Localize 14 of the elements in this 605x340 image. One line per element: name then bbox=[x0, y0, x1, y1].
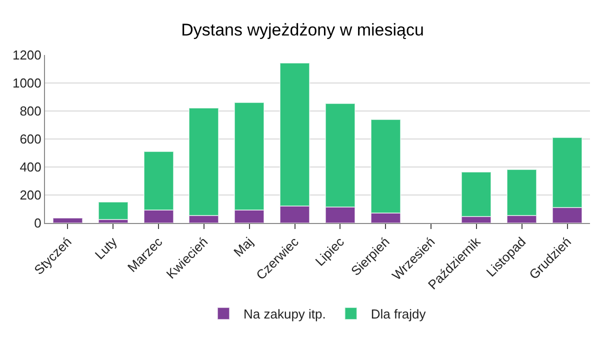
chart-title: Dystans wyjeżdżony w miesiącu bbox=[181, 20, 424, 40]
legend-label: Na zakupy itp. bbox=[244, 306, 326, 322]
y-tick-label: 200 bbox=[20, 188, 42, 203]
y-tick-label: 1200 bbox=[12, 48, 42, 63]
bar bbox=[98, 202, 128, 220]
x-tick-label: Luty bbox=[92, 234, 120, 262]
x-tick-label: Maj bbox=[230, 234, 256, 260]
bar bbox=[52, 217, 83, 223]
y-tick-label: 400 bbox=[20, 160, 42, 175]
y-tick-label: 1000 bbox=[12, 76, 42, 91]
y-tick-label: 800 bbox=[20, 104, 42, 119]
y-tick-label: 0 bbox=[34, 216, 42, 231]
legend-label: Dla frajdy bbox=[370, 306, 426, 322]
y-tick-label: 600 bbox=[20, 132, 42, 147]
